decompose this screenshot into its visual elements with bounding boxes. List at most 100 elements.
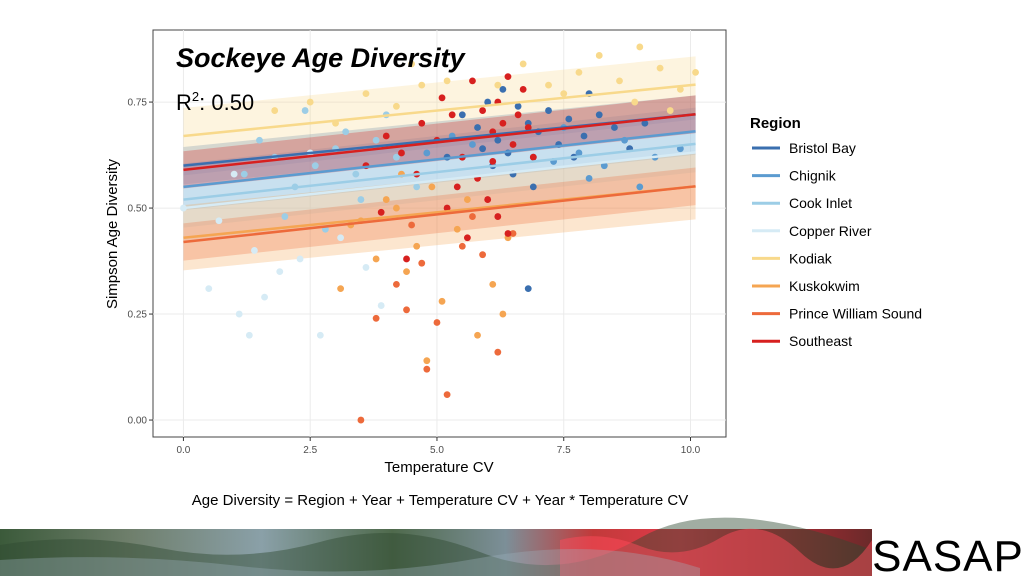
y-tick-label: 0.50 — [128, 204, 148, 215]
data-point — [448, 111, 456, 119]
data-point — [453, 225, 461, 233]
grid-lines — [153, 30, 726, 437]
data-point — [463, 196, 471, 203]
data-point — [474, 124, 481, 131]
data-point — [545, 81, 552, 89]
fit-line — [183, 142, 696, 201]
data-point — [494, 213, 502, 220]
fit-line — [183, 129, 696, 189]
logo-background — [872, 529, 1024, 576]
x-tick-label: 2.5 — [303, 445, 317, 456]
data-point — [240, 170, 248, 178]
data-point — [403, 255, 410, 263]
data-point — [311, 162, 319, 170]
data-point — [372, 136, 380, 144]
data-point — [519, 85, 527, 93]
legend: Region Bristol Bay Chignik Cook Inlet Coppe… — [750, 115, 922, 349]
data-point — [438, 297, 446, 305]
data-point — [413, 242, 421, 250]
r2-value: : 0.50 — [199, 90, 254, 115]
data-point — [509, 230, 517, 237]
data-point — [499, 85, 507, 93]
data-point — [489, 158, 497, 165]
data-point — [560, 90, 568, 97]
data-point — [423, 365, 431, 373]
data-point — [575, 149, 583, 157]
data-point — [418, 119, 426, 127]
data-point — [469, 213, 476, 220]
data-point — [418, 259, 426, 267]
data-point — [676, 85, 684, 93]
legend-label: Southeast — [789, 333, 852, 349]
data-point — [423, 357, 431, 365]
y-tick-label: 0.75 — [128, 98, 148, 109]
data-point — [362, 264, 370, 271]
data-point — [261, 293, 268, 301]
data-point — [636, 183, 644, 191]
data-point — [600, 162, 608, 170]
x-tick-label: 0.0 — [176, 445, 190, 456]
data-point — [524, 124, 532, 131]
data-point — [479, 145, 487, 153]
data-point — [235, 310, 243, 318]
data-point — [403, 306, 410, 314]
data-point — [392, 204, 400, 212]
data-point — [443, 204, 451, 212]
data-point — [616, 77, 623, 85]
data-point — [423, 149, 431, 157]
data-point — [458, 242, 466, 250]
data-point — [372, 255, 380, 263]
data-point — [641, 119, 649, 127]
data-point — [484, 196, 492, 203]
data-point — [509, 141, 517, 148]
x-tick-label: 5.0 — [430, 445, 444, 456]
data-point — [499, 310, 507, 318]
data-point — [514, 102, 522, 110]
fit-line — [183, 151, 696, 210]
data-point — [357, 416, 365, 424]
data-point — [519, 60, 527, 68]
x-axis-title: Temperature CV — [384, 459, 493, 476]
data-point — [443, 77, 451, 85]
data-point — [301, 107, 309, 114]
fit-line — [183, 83, 696, 138]
data-point — [504, 230, 512, 237]
data-point — [595, 52, 603, 59]
data-point — [352, 170, 360, 178]
data-point — [433, 319, 441, 326]
r-squared-annotation: R2: 0.50 — [176, 89, 254, 115]
data-point — [504, 73, 512, 81]
legend-label: Kodiak — [789, 250, 833, 266]
data-point — [611, 124, 618, 131]
legend-label: Chignik — [789, 168, 837, 184]
data-point — [474, 331, 481, 339]
data-point — [337, 285, 345, 293]
data-point — [494, 81, 502, 89]
y-tick-label: 0.25 — [128, 310, 148, 321]
data-point — [438, 94, 446, 102]
data-point — [545, 107, 552, 114]
data-point — [453, 183, 461, 191]
r2-label: R — [176, 90, 192, 115]
legend-label: Prince William Sound — [789, 306, 922, 322]
data-point — [251, 247, 258, 254]
data-point — [398, 149, 405, 157]
data-point — [403, 268, 410, 276]
data-point — [230, 170, 238, 178]
x-tick-label: 10.0 — [681, 445, 701, 456]
data-point — [316, 331, 324, 339]
data-point — [484, 98, 492, 106]
data-point — [575, 68, 583, 76]
data-point — [362, 90, 370, 97]
chart-title: Sockeye Age Diversity — [176, 43, 467, 73]
legend-label: Bristol Bay — [789, 140, 856, 156]
data-point — [514, 111, 522, 119]
data-points — [180, 43, 699, 424]
data-point — [529, 153, 537, 161]
fit-lines — [183, 83, 696, 244]
data-point — [413, 183, 421, 191]
data-point — [392, 102, 400, 110]
data-point — [469, 141, 476, 148]
legend-label: Kuskokwim — [789, 278, 860, 294]
